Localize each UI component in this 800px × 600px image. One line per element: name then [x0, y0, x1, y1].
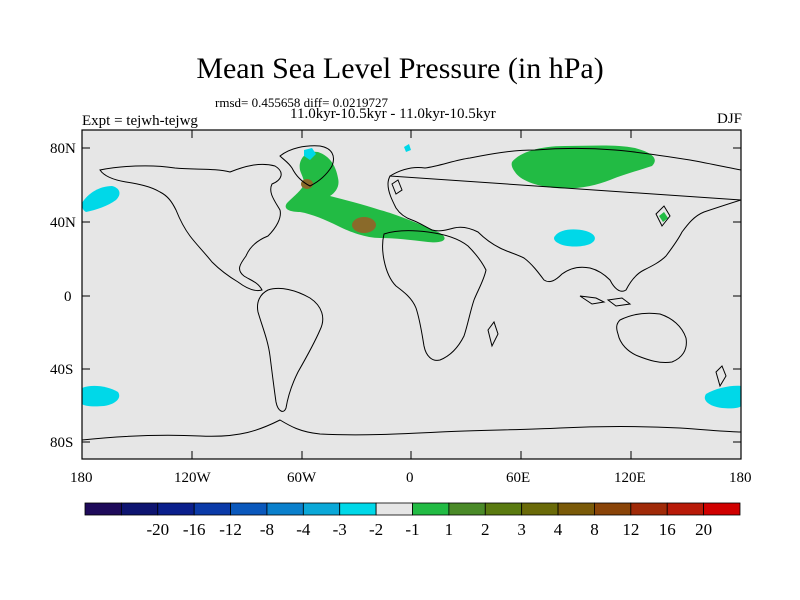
colorbar-swatch	[302, 502, 341, 516]
coast-eurasia	[387, 148, 741, 292]
lon-tick-0: 0	[406, 470, 414, 486]
anomaly-core-azores	[352, 217, 376, 233]
colorbar-swatch	[630, 502, 668, 516]
coastlines	[82, 145, 741, 441]
colorbar-label: -2	[369, 520, 383, 539]
lon-tick-60w: 60W	[287, 470, 317, 486]
colorbar-label: -3	[333, 520, 347, 539]
plot-title: Mean Sea Level Pressure (in hPa)	[196, 52, 604, 85]
colorbar-label: -20	[146, 520, 169, 539]
colorbar-label: -12	[219, 520, 242, 539]
negative-anomaly-central-asia	[554, 229, 595, 247]
negative-anomaly-south-pacific-east	[704, 385, 741, 409]
colorbar-swatch	[230, 502, 268, 516]
lat-tick-80s: 80S	[50, 435, 73, 451]
colorbar-swatch	[521, 502, 559, 516]
lat-tick-40n: 40N	[50, 215, 76, 231]
lat-tick-40s: 40S	[50, 362, 73, 378]
colorbar-swatch	[703, 502, 741, 516]
lon-tick-180w: 180	[70, 470, 93, 486]
colorbar-swatch	[484, 502, 523, 516]
season-label: DJF	[716, 111, 742, 127]
positive-anomaly-japan	[659, 212, 668, 222]
colorbar-labels: -20 -16 -12 -8 -4 -3 -2 -1 1 2 3 4 8 12 16 20	[146, 520, 712, 539]
colorbar-label: -1	[405, 520, 419, 539]
coast-greenland	[279, 145, 334, 187]
colorbar-swatch	[375, 502, 413, 516]
colorbar-label: 16	[659, 520, 676, 539]
lat-tick-0: 0	[64, 289, 72, 305]
colorbar-label: -16	[183, 520, 206, 539]
negative-anomaly-south-pacific-west	[82, 385, 120, 407]
stats-label: rmsd= 0.455658 diff= 0.0219727	[215, 95, 388, 110]
coast-antarctica	[82, 419, 741, 441]
colorbar	[84, 502, 741, 516]
coast-japan	[655, 205, 671, 227]
negative-anomaly-svalbard	[404, 144, 411, 152]
colorbar-swatch	[412, 502, 450, 516]
colorbar-swatch	[666, 502, 705, 516]
colorbar-label: -8	[260, 520, 274, 539]
coast-indonesia	[579, 295, 632, 307]
positive-anomaly-siberia	[511, 145, 655, 189]
colorbar-label: 12	[622, 520, 639, 539]
anomaly-fields	[82, 144, 741, 441]
lon-tick-120w: 120W	[174, 470, 212, 486]
longitude-axis: 180 120W 60W 0 60E 120E 180	[70, 130, 752, 486]
coast-australia	[616, 312, 687, 363]
colorbar-swatch	[594, 502, 632, 516]
colorbar-swatch	[84, 502, 122, 516]
lon-tick-60e: 60E	[506, 470, 530, 486]
colorbar-label: 1	[445, 520, 454, 539]
colorbar-swatch	[157, 502, 195, 516]
colorbar-swatch	[193, 502, 231, 516]
negative-anomaly-north-pacific	[82, 186, 120, 212]
colorbar-swatch	[120, 502, 159, 516]
coast-new-zealand	[715, 365, 727, 388]
colorbar-swatch	[339, 502, 377, 516]
lon-tick-120e: 120E	[614, 470, 646, 486]
coast-south-america	[257, 287, 324, 412]
coast-madagascar	[487, 320, 499, 348]
map-background	[82, 130, 741, 459]
colorbar-label: 20	[695, 520, 712, 539]
colorbar-swatch	[557, 502, 595, 516]
colorbar-label: 8	[590, 520, 599, 539]
colorbar-label: 3	[517, 520, 526, 539]
colorbar-swatch	[448, 502, 486, 516]
latitude-axis: 80N 40N 0 40S 80S	[50, 141, 741, 451]
colorbar-swatch	[266, 502, 304, 516]
coast-africa	[382, 230, 487, 361]
colorbar-label: 2	[481, 520, 490, 539]
negative-anomaly-greenland	[304, 148, 316, 160]
experiment-label: Expt = tejwh-tejwg	[82, 113, 198, 129]
coast-british-isles	[391, 179, 403, 195]
colorbar-label: -4	[296, 520, 311, 539]
coast-north-america	[99, 163, 282, 291]
lon-tick-180e: 180	[729, 470, 752, 486]
colorbar-label: 4	[554, 520, 563, 539]
lat-tick-80n: 80N	[50, 141, 76, 157]
period-label: 11.0kyr-10.5kyr - 11.0kyr-10.5kyr	[290, 106, 496, 122]
